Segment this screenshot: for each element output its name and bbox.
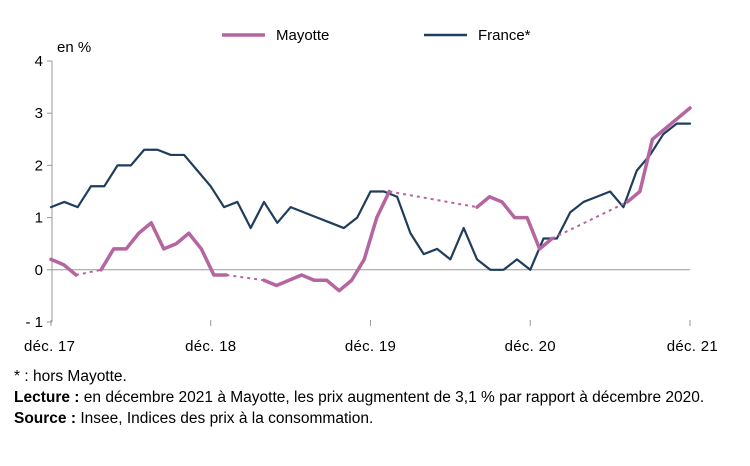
- y-tick-label: - 1: [25, 314, 43, 331]
- chart-legend: Mayotte France*: [222, 27, 531, 44]
- x-tick-label: déc. 21: [667, 338, 718, 355]
- y-axis-label: en %: [57, 39, 91, 56]
- series-line-mayotte: [99, 221, 229, 277]
- line-chart: - 1 0 1 2 3 4 déc. 17 déc. 18 déc. 19 déc. 20 déc.…: [24, 27, 718, 355]
- series-line-mayotte: [49, 257, 78, 277]
- series-line-france: [49, 122, 692, 271]
- footnote: * : hors Mayotte.: [14, 368, 127, 385]
- lecture-label: Lecture :: [14, 389, 80, 406]
- y-tick-label: 3: [35, 105, 43, 122]
- series-gap-dashed: [226, 274, 265, 282]
- y-tick-label: 0: [35, 262, 43, 279]
- lecture-note: Lecture : en décembre 2021 à Mayotte, le…: [14, 387, 734, 408]
- source-note: Source : Insee, Indices des prix à la co…: [14, 408, 734, 429]
- lecture-text: en décembre 2021 à Mayotte, les prix aug…: [79, 389, 705, 406]
- series-gap-dashed: [551, 201, 628, 240]
- x-tick-label: déc. 17: [24, 338, 75, 355]
- series-line-mayotte: [625, 106, 692, 204]
- y-tick-label: 2: [35, 157, 43, 174]
- chart-series: [49, 106, 692, 293]
- y-tick-label: 1: [35, 210, 43, 227]
- series-gap-dashed: [389, 190, 478, 209]
- chart-notes: * : hors Mayotte. Lecture : en décembre …: [14, 366, 734, 429]
- legend-label: Mayotte: [276, 27, 329, 44]
- x-tick-label: déc. 18: [185, 338, 236, 355]
- series-line-mayotte: [262, 189, 392, 293]
- legend-label: France*: [478, 27, 531, 44]
- source-text: Insee, Indices des prix à la consommatio…: [76, 410, 374, 427]
- x-tick-label: déc. 20: [505, 338, 556, 355]
- source-label: Source :: [14, 410, 77, 427]
- chart-tick-labels: - 1 0 1 2 3 4 déc. 17 déc. 18 déc. 19 déc. 20 déc.…: [24, 53, 718, 355]
- y-tick-label: 4: [35, 53, 43, 70]
- x-tick-label: déc. 19: [345, 338, 396, 355]
- series-line-mayotte: [475, 194, 554, 251]
- series-gap-dashed: [75, 268, 102, 276]
- chart-axes: [47, 60, 691, 326]
